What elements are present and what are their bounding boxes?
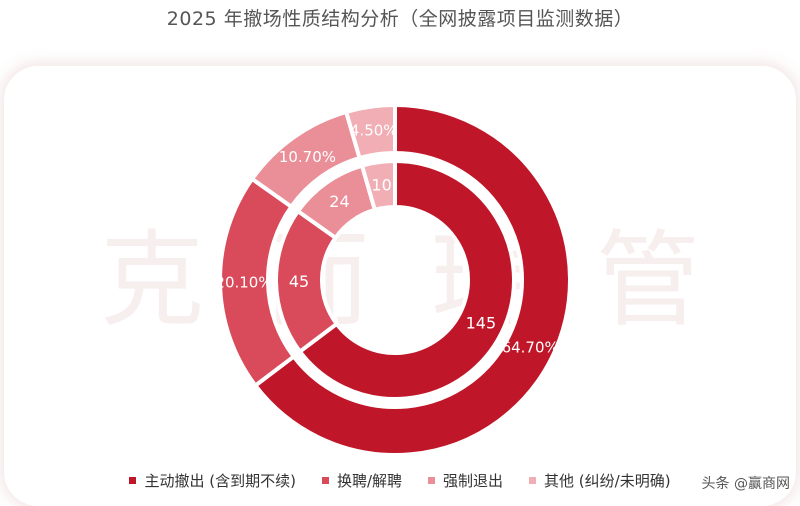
legend-swatch bbox=[129, 477, 137, 484]
outer-ring-data-label: 20.10% bbox=[215, 273, 272, 291]
source-credit: 头条 @赢商网 bbox=[701, 473, 790, 493]
legend-swatch bbox=[321, 477, 329, 484]
legend: 主动撤出 (含到期不续) 换聘/解聘 强制退出 其他 (纠纷/未明确) bbox=[0, 470, 800, 491]
inner-ring-slice[interactable] bbox=[297, 159, 516, 401]
legend-item[interactable]: 强制退出 bbox=[428, 470, 503, 491]
legend-swatch bbox=[529, 477, 537, 484]
legend-item[interactable]: 换聘/解聘 bbox=[321, 470, 402, 491]
legend-label: 换聘/解聘 bbox=[336, 472, 402, 490]
outer-ring-data-label: 4.50% bbox=[350, 122, 398, 140]
legend-swatch bbox=[428, 477, 435, 484]
outer-ring-data-label: 10.70% bbox=[279, 148, 336, 166]
outer-ring-slice[interactable] bbox=[344, 103, 397, 161]
inner-ring-data-label: 10 bbox=[371, 175, 391, 194]
outer-ring-slice[interactable] bbox=[253, 103, 572, 457]
donut-chart: 145 45 24 10 64.70% 20.10% 10.70% 4.50% bbox=[215, 103, 572, 457]
legend-label: 强制退出 bbox=[443, 472, 504, 490]
inner-ring-data-label: 45 bbox=[289, 272, 309, 291]
chart-title: 2025 年撤场性质结构分析（全网披露项目监测数据） bbox=[166, 8, 634, 30]
inner-ring-data-label: 145 bbox=[466, 313, 497, 332]
inner-ring-data-label: 24 bbox=[329, 192, 349, 211]
legend-item[interactable]: 主动撤出 (含到期不续) bbox=[129, 470, 296, 491]
outer-ring-data-label: 64.70% bbox=[502, 338, 559, 356]
legend-item[interactable]: 其他 (纠纷/未明确) bbox=[529, 470, 671, 491]
inner-ring-slice[interactable] bbox=[360, 159, 397, 212]
legend-label: 其他 (纠纷/未明确) bbox=[544, 472, 671, 490]
legend-label: 主动撤出 (含到期不续) bbox=[144, 472, 296, 490]
